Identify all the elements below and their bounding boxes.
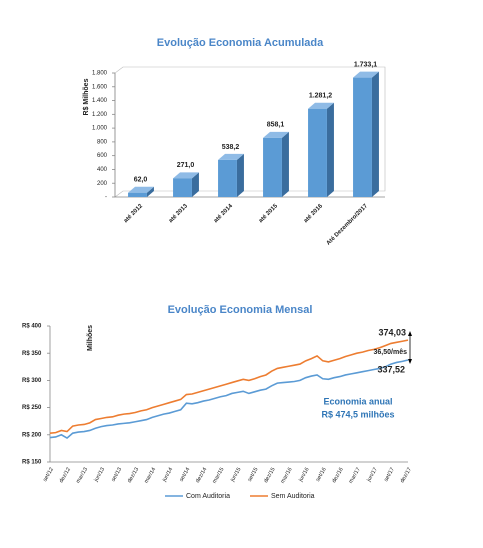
- x-tick-label: set/12: [42, 467, 55, 483]
- data-label: 858,1: [267, 122, 285, 129]
- y-axis-label: Milhões: [87, 325, 94, 351]
- data-label: 1.281,2: [309, 93, 332, 100]
- x-tick-label: até 2012: [123, 203, 144, 224]
- x-tick-label: mar/16: [280, 467, 294, 485]
- bar-top: [353, 71, 379, 78]
- y-tick-label: 1.200: [92, 112, 108, 118]
- x-tick-label: até 2013: [168, 203, 189, 224]
- bar-top: [308, 102, 334, 109]
- y-tick-label: 800: [97, 139, 108, 145]
- y-tick-label: -: [105, 195, 107, 201]
- chart-title: Evolução Economia Mensal: [168, 304, 313, 316]
- y-tick-label: 1.400: [92, 98, 108, 104]
- arrow-head: [408, 359, 412, 364]
- annotation: R$ 474,5 milhões: [321, 409, 394, 419]
- x-tick-label: dez/15: [263, 467, 276, 484]
- x-tick-label: até 2016: [303, 203, 324, 224]
- back-wall: [114, 66, 386, 198]
- bar-top: [218, 153, 244, 160]
- x-tick-label: jun/16: [298, 467, 311, 484]
- x-tick-label: jun/17: [366, 467, 379, 484]
- y-tick-label: 400: [97, 167, 108, 173]
- bar-side: [236, 153, 244, 197]
- series-line: [49, 339, 409, 434]
- bar-side: [191, 172, 199, 197]
- y-tick-label: R$ 200: [22, 432, 42, 438]
- y-tick-label: 1.800: [92, 71, 108, 77]
- x-tick-label: dez/14: [195, 467, 208, 484]
- y-tick-label: R$ 150: [22, 460, 42, 466]
- y-tick-label: 600: [97, 153, 108, 159]
- bar-side: [281, 131, 289, 197]
- y-axis-label: R$ Milhões: [83, 78, 90, 115]
- bar: [263, 137, 282, 197]
- y-tick-label: R$ 400: [22, 324, 42, 330]
- x-tick-label: set/17: [383, 467, 396, 483]
- bar: [128, 192, 147, 197]
- bar: [173, 178, 192, 197]
- bar-top: [173, 172, 199, 179]
- x-tick-label: jun/14: [161, 467, 174, 484]
- x-tick-label: mar/13: [75, 467, 89, 485]
- annotation: 36,50/mês: [374, 349, 408, 356]
- x-tick-label: mar/15: [212, 467, 226, 485]
- y-tick-label: R$ 350: [22, 351, 42, 357]
- bar-side: [326, 102, 334, 197]
- x-tick-label: jun/13: [93, 467, 106, 484]
- x-tick-label: até 2014: [213, 203, 234, 224]
- y-tick-label: 200: [97, 181, 108, 187]
- arrow-head: [408, 331, 412, 336]
- bar-top: [128, 186, 154, 193]
- legend-label: Sem Auditoria: [271, 493, 315, 500]
- bar-side: [371, 71, 379, 197]
- bar-top: [263, 131, 289, 138]
- y-tick-label: 1.000: [92, 126, 108, 132]
- chart-title: Evolução Economia Acumulada: [157, 37, 324, 49]
- x-tick-label: set/14: [179, 467, 192, 483]
- series-line: [49, 359, 409, 440]
- data-label: 62,0: [134, 177, 148, 184]
- x-tick-label: jun/15: [229, 467, 242, 484]
- data-label: 271,0: [177, 162, 195, 169]
- x-tick-label: até 2015: [258, 203, 279, 224]
- data-label: 1.733,1: [354, 61, 377, 68]
- x-tick-label: set/13: [110, 467, 123, 483]
- bar-side: [146, 186, 154, 197]
- annotation: 374,03: [378, 327, 406, 337]
- x-tick-label: dez/17: [400, 467, 413, 484]
- x-tick-label: dez/12: [59, 467, 72, 484]
- x-tick-label: dez/13: [127, 467, 140, 484]
- x-tick-label: set/16: [315, 467, 328, 483]
- bar: [353, 77, 372, 197]
- y-tick-label: R$ 250: [22, 405, 42, 411]
- bar: [218, 159, 237, 197]
- data-label: 538,2: [222, 144, 240, 151]
- x-tick-label: mar/14: [144, 467, 158, 485]
- bar: [308, 108, 327, 197]
- annotation: 337,52: [377, 364, 405, 374]
- y-tick-label: 1.600: [92, 84, 108, 90]
- annotation: Economia anual: [323, 396, 392, 406]
- x-tick-label: mar/17: [348, 467, 362, 485]
- x-tick-label: set/15: [247, 467, 260, 483]
- x-tick-label: dez/16: [331, 467, 344, 484]
- y-tick-label: R$ 300: [22, 378, 42, 384]
- x-tick-label: Até Dezembro/2017: [326, 203, 370, 247]
- legend-label: Com Auditoria: [186, 493, 230, 500]
